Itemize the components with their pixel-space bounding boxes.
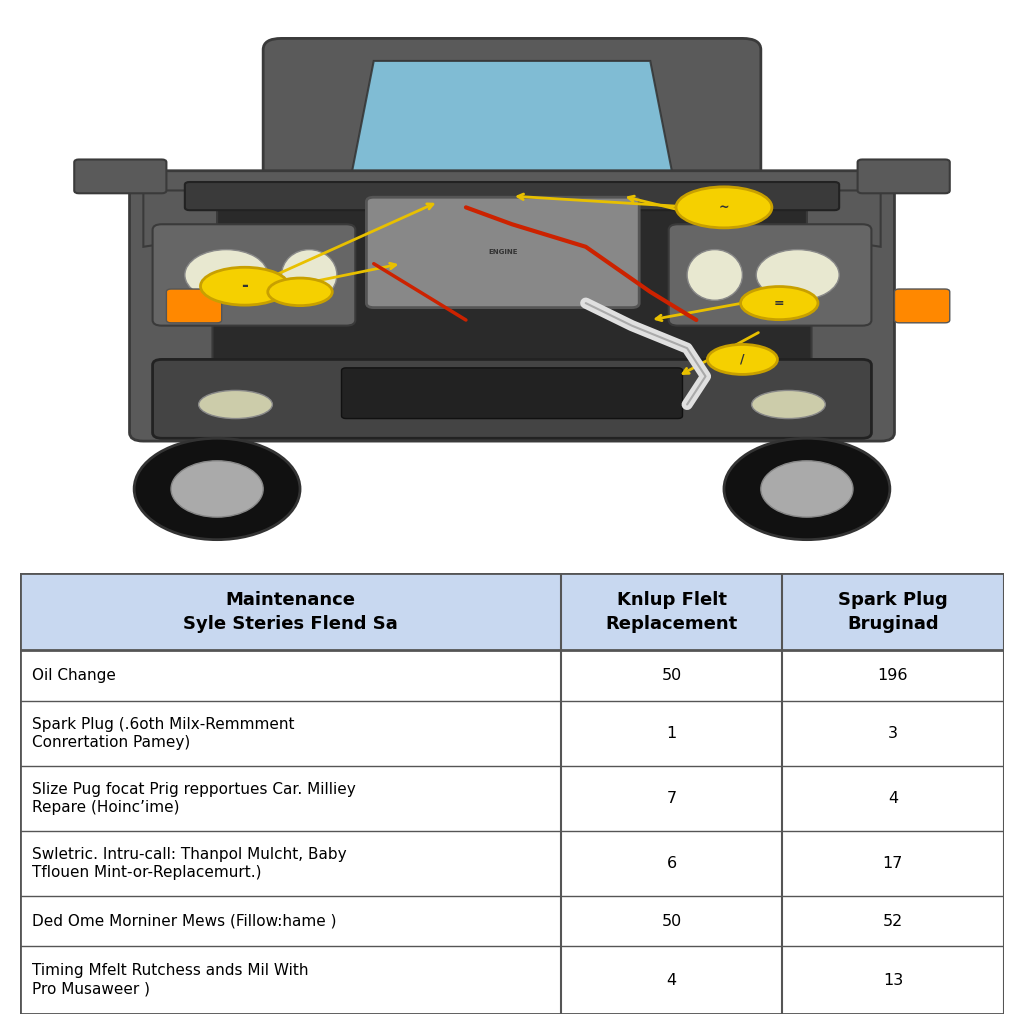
Polygon shape [346, 60, 678, 202]
FancyBboxPatch shape [263, 38, 761, 219]
FancyBboxPatch shape [895, 289, 950, 323]
Text: 4: 4 [667, 973, 677, 987]
Ellipse shape [201, 267, 289, 305]
Ellipse shape [740, 287, 818, 319]
Bar [561, 896, 782, 946]
Ellipse shape [282, 250, 337, 300]
Text: 13: 13 [883, 973, 903, 987]
FancyBboxPatch shape [75, 160, 167, 194]
Ellipse shape [199, 390, 272, 419]
Bar [20, 830, 561, 896]
Text: /: / [740, 353, 744, 366]
FancyBboxPatch shape [184, 182, 840, 210]
Ellipse shape [708, 344, 777, 375]
Text: Ded Ome Morniner Mews (Fillow:hame ): Ded Ome Morniner Mews (Fillow:hame ) [33, 913, 337, 929]
Bar [561, 946, 782, 1014]
Bar [20, 896, 561, 946]
Text: 7: 7 [667, 791, 677, 806]
Text: 6: 6 [667, 856, 677, 870]
Bar [561, 830, 782, 896]
Text: Slize Pug focat Prig repportues Car. Milliey
Repare (Hoinc’ime): Slize Pug focat Prig repportues Car. Mil… [33, 781, 356, 815]
Bar [782, 946, 1004, 1014]
Ellipse shape [761, 461, 853, 517]
Text: Swletric. Intru-call: Thanpol Mulcht, Baby
Tflouen Mint-or-Replacemurt.): Swletric. Intru-call: Thanpol Mulcht, Ba… [33, 847, 347, 881]
Ellipse shape [752, 390, 825, 419]
Bar [20, 766, 561, 830]
Ellipse shape [184, 250, 268, 300]
Bar [20, 701, 561, 766]
Bar [782, 896, 1004, 946]
FancyBboxPatch shape [342, 368, 683, 419]
Polygon shape [807, 190, 881, 247]
Text: -: - [242, 278, 248, 295]
Bar [20, 650, 561, 701]
Text: Knlup Flelt
Replacement: Knlup Flelt Replacement [605, 591, 738, 633]
Ellipse shape [757, 250, 840, 300]
Bar [782, 766, 1004, 830]
Text: ENGINE: ENGINE [488, 250, 517, 255]
FancyBboxPatch shape [858, 160, 950, 194]
FancyBboxPatch shape [167, 289, 222, 323]
Text: 196: 196 [878, 669, 908, 683]
Bar [20, 573, 561, 650]
Polygon shape [143, 190, 217, 247]
FancyBboxPatch shape [213, 187, 812, 362]
Bar [782, 701, 1004, 766]
Text: 50: 50 [662, 913, 682, 929]
Text: Spark Plug
Bruginad: Spark Plug Bruginad [838, 591, 948, 633]
Bar [782, 573, 1004, 650]
Bar [782, 650, 1004, 701]
Text: Spark Plug (.6oth Milx-Remmment
Conrertation Pamey): Spark Plug (.6oth Milx-Remmment Conrerta… [33, 717, 295, 751]
Text: 4: 4 [888, 791, 898, 806]
Bar [561, 573, 782, 650]
Ellipse shape [268, 279, 332, 305]
FancyBboxPatch shape [669, 224, 871, 326]
Text: 3: 3 [888, 726, 898, 741]
Bar [561, 766, 782, 830]
Bar [20, 946, 561, 1014]
Text: 52: 52 [883, 913, 903, 929]
Ellipse shape [687, 250, 742, 300]
Text: 17: 17 [883, 856, 903, 870]
Text: 1: 1 [667, 726, 677, 741]
Bar [782, 830, 1004, 896]
FancyBboxPatch shape [129, 171, 895, 441]
Ellipse shape [134, 438, 300, 540]
Text: 50: 50 [662, 669, 682, 683]
Text: ~: ~ [719, 201, 729, 214]
Text: =: = [774, 297, 784, 309]
FancyBboxPatch shape [367, 198, 639, 307]
FancyBboxPatch shape [153, 359, 871, 438]
FancyBboxPatch shape [153, 224, 355, 326]
Text: Timing Mfelt Rutchess ands Mil With
Pro Musaweer ): Timing Mfelt Rutchess ands Mil With Pro … [33, 964, 309, 997]
Ellipse shape [676, 186, 772, 228]
Ellipse shape [171, 461, 263, 517]
Ellipse shape [724, 438, 890, 540]
Text: Oil Change: Oil Change [33, 669, 116, 683]
Bar [561, 650, 782, 701]
Bar [561, 701, 782, 766]
Text: Maintenance
Syle Steries Flend Sa: Maintenance Syle Steries Flend Sa [183, 591, 398, 633]
